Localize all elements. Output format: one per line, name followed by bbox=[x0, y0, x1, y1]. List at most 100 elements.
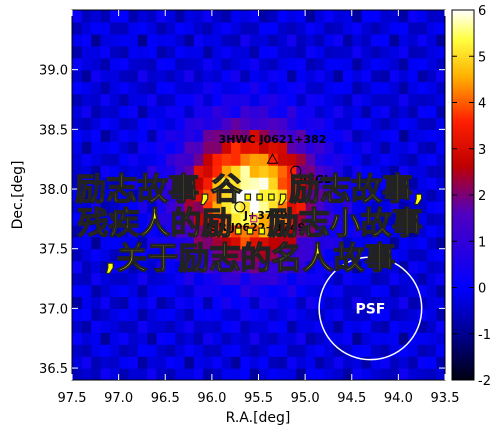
heatmap-cell bbox=[277, 33, 288, 47]
heatmap-cell bbox=[351, 236, 362, 250]
heatmap-cell bbox=[81, 332, 92, 345]
colorbar-tick-label: 1 bbox=[478, 235, 486, 250]
heatmap-cell bbox=[361, 236, 371, 250]
heatmap-cell bbox=[193, 177, 204, 190]
heatmap-cell bbox=[99, 129, 110, 142]
heatmap-cell bbox=[267, 224, 278, 238]
heatmap-cell bbox=[230, 344, 241, 357]
heatmap-cell bbox=[407, 248, 418, 262]
heatmap-cell bbox=[211, 248, 222, 262]
heatmap-cell bbox=[127, 189, 138, 202]
heatmap-cell bbox=[277, 284, 288, 298]
heatmap-cell bbox=[221, 21, 232, 35]
heatmap-cell bbox=[183, 284, 194, 298]
heatmap-cell bbox=[398, 236, 409, 250]
heatmap-cell bbox=[137, 224, 148, 238]
heatmap-cell bbox=[72, 308, 82, 321]
heatmap-cell bbox=[230, 129, 241, 142]
heatmap-cell bbox=[127, 10, 138, 23]
heatmap-cell bbox=[193, 356, 204, 369]
heatmap-cell bbox=[398, 200, 409, 214]
heatmap-cell bbox=[249, 105, 260, 119]
heatmap-cell bbox=[81, 10, 92, 23]
heatmap-cell bbox=[323, 21, 334, 35]
heatmap-cell bbox=[155, 224, 166, 238]
heatmap-cell bbox=[146, 81, 157, 95]
heatmap-cell bbox=[174, 177, 185, 190]
heatmap-cell bbox=[81, 200, 92, 214]
heatmap-cell bbox=[90, 69, 101, 83]
heatmap-cell bbox=[72, 21, 73, 35]
heatmap-cell bbox=[127, 356, 138, 369]
heatmap-cell bbox=[407, 284, 418, 298]
heatmap-cell bbox=[426, 165, 437, 178]
heatmap-cell bbox=[183, 236, 194, 250]
heatmap-cell bbox=[426, 320, 437, 333]
heatmap-cell bbox=[351, 248, 362, 262]
heatmap-cell bbox=[221, 284, 232, 298]
heatmap-cell bbox=[342, 236, 353, 250]
heatmap-cell bbox=[305, 141, 316, 154]
heatmap-cell bbox=[249, 368, 260, 380]
heatmap-cell bbox=[389, 141, 399, 154]
heatmap-cell bbox=[109, 105, 120, 119]
heatmap-cell bbox=[211, 320, 222, 333]
heatmap-cell bbox=[72, 69, 82, 83]
heatmap-cell bbox=[249, 332, 260, 345]
heatmap-cell bbox=[277, 177, 288, 190]
heatmap-cell bbox=[137, 344, 148, 357]
heatmap-cell bbox=[249, 177, 260, 190]
heatmap-cell bbox=[379, 296, 390, 309]
heatmap-cell bbox=[333, 320, 344, 333]
heatmap-cell bbox=[361, 320, 371, 333]
heatmap-cell bbox=[99, 248, 110, 262]
heatmap-cell bbox=[389, 177, 399, 190]
heatmap-cell bbox=[379, 212, 390, 226]
heatmap-cell bbox=[165, 368, 176, 380]
heatmap-cell bbox=[286, 81, 297, 95]
heatmap-cell bbox=[230, 308, 241, 321]
heatmap-cell bbox=[221, 105, 232, 119]
heatmap-cell bbox=[127, 141, 138, 154]
heatmap-cell bbox=[221, 236, 232, 250]
heatmap-cell bbox=[221, 165, 232, 178]
heatmap-cell bbox=[221, 368, 232, 380]
heatmap-cell bbox=[435, 81, 445, 95]
heatmap-cell bbox=[407, 33, 418, 47]
heatmap-cell bbox=[146, 141, 157, 154]
heatmap-cell bbox=[72, 33, 73, 47]
heatmap-cell bbox=[379, 105, 390, 119]
heatmap-cell bbox=[407, 320, 418, 333]
heatmap-cell bbox=[193, 189, 204, 202]
heatmap-cell bbox=[351, 33, 362, 47]
heatmap-cell bbox=[351, 93, 362, 107]
heatmap-cell bbox=[165, 272, 176, 286]
heatmap-cell bbox=[90, 117, 101, 130]
heatmap-cell bbox=[239, 33, 250, 47]
heatmap-cell bbox=[249, 272, 260, 286]
heatmap-cell bbox=[435, 141, 445, 154]
heatmap-cell bbox=[323, 200, 334, 214]
heatmap-cell bbox=[127, 272, 138, 286]
heatmap-cell bbox=[342, 57, 353, 71]
heatmap-cell bbox=[286, 284, 297, 298]
heatmap-cell bbox=[361, 21, 371, 35]
heatmap-cell bbox=[90, 10, 101, 23]
heatmap-cell bbox=[174, 57, 185, 71]
heatmap-cell bbox=[146, 10, 157, 23]
heatmap-cell bbox=[417, 260, 427, 274]
heatmap-cell bbox=[249, 165, 260, 178]
heatmap-cell bbox=[379, 153, 390, 166]
heatmap-cell bbox=[435, 368, 445, 380]
heatmap-cell bbox=[249, 141, 260, 154]
heatmap-cell bbox=[398, 10, 409, 23]
heatmap-cell bbox=[295, 33, 306, 47]
heatmap-cell bbox=[221, 344, 232, 357]
heatmap-cell bbox=[342, 105, 353, 119]
heatmap-cell bbox=[361, 296, 371, 309]
heatmap-cell bbox=[435, 296, 445, 309]
heatmap-cell bbox=[174, 165, 185, 178]
heatmap-cell bbox=[127, 165, 138, 178]
heatmap-cell bbox=[277, 236, 288, 250]
